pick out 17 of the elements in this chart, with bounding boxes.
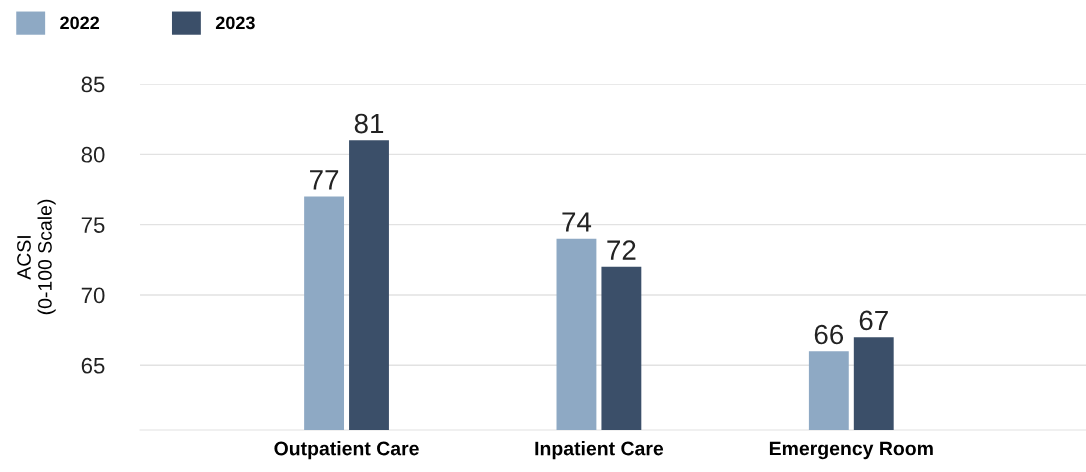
data-label: 77: [310, 170, 339, 190]
x-tick-label: Outpatient Care: [274, 441, 419, 460]
y-tick-label: 85: [81, 76, 105, 93]
y-tick-label: 65: [81, 357, 105, 374]
legend-label: 2022: [60, 16, 100, 30]
data-label: 72: [607, 240, 636, 260]
data-label: 66: [814, 324, 844, 345]
x-tick-label: Emergency Room: [769, 441, 933, 460]
data-label: 81: [354, 113, 384, 134]
y-tick-label: 75: [81, 217, 105, 233]
x-tick-label: Inpatient Care: [535, 441, 664, 460]
legend-label: 2023: [215, 16, 255, 30]
y-tick-label: 70: [81, 287, 105, 304]
data-label: 74: [562, 212, 592, 232]
data-label: 67: [859, 310, 888, 331]
y-tick-label: 80: [81, 146, 105, 163]
y-axis-title: ACSI (0-100 Scale): [17, 199, 56, 315]
